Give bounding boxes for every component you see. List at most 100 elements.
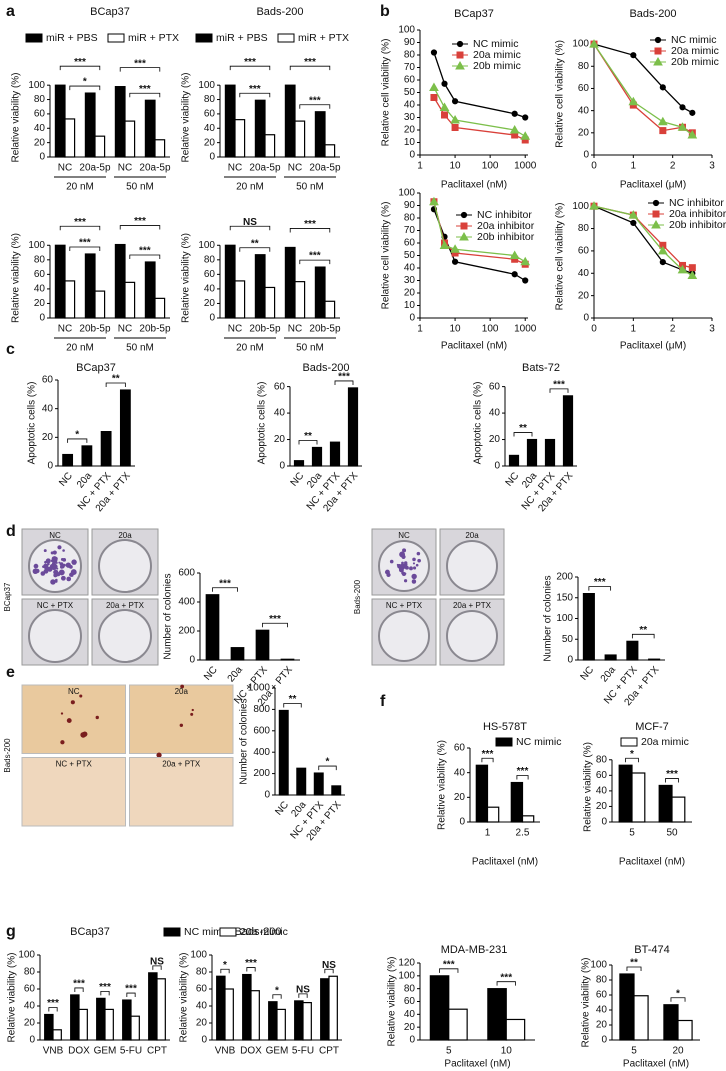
x-tick-label: 1 [417, 161, 423, 172]
y-axis-label: Number of colonies [543, 575, 554, 661]
well-label: 20a + PTX [106, 601, 145, 610]
significance-bracket [119, 67, 161, 72]
marker [441, 111, 449, 119]
colony [50, 551, 54, 555]
marker [677, 264, 688, 274]
y-tick-label: 0 [39, 313, 45, 324]
y-tick-label: 200 [556, 572, 573, 583]
x-tick-label: VNB [215, 1046, 236, 1057]
colony [60, 564, 65, 569]
legend-swatch [620, 737, 638, 747]
x-tick-label: 20b-5p [139, 324, 171, 335]
x-axis-label: Paclitaxel (μM) [620, 341, 686, 352]
bar [130, 1015, 140, 1041]
significance-label: *** [249, 84, 261, 95]
bar [521, 815, 535, 823]
y-tick-label: 80 [596, 975, 608, 986]
group-label: 50 nM [296, 182, 324, 193]
well-label: 20a + PTX [162, 760, 201, 769]
bar [626, 640, 639, 661]
x-tick-label: 20a-5p [139, 163, 171, 174]
significance-bracket [516, 775, 529, 780]
image-side-label: Bads-200 [353, 579, 362, 614]
y-tick-label: 60 [42, 375, 54, 386]
well-label: NC + PTX [386, 601, 423, 610]
y-axis-label: Relative viability (%) [179, 952, 190, 1042]
significance-bracket [74, 987, 84, 992]
y-tick-label: 0 [29, 1035, 35, 1046]
group-label: 50 nM [126, 182, 154, 193]
y-tick-label: 60 [404, 75, 416, 86]
x-tick-label: NC [118, 324, 132, 335]
colony [412, 562, 416, 565]
chart-title: BCap37 [76, 362, 116, 374]
y-tick-label: 400 [178, 597, 195, 608]
significance-bracket [59, 225, 101, 231]
bar [328, 975, 338, 1041]
well [28, 609, 82, 663]
y-tick-label: 80 [578, 223, 590, 234]
y-tick-label: 200 [253, 768, 270, 779]
bar [254, 99, 266, 158]
significance-label: *** [73, 979, 85, 990]
image-side-label: BCap37 [3, 582, 12, 611]
significance-label: *** [304, 219, 316, 230]
significance-label: ** [304, 431, 312, 442]
colony [32, 568, 39, 575]
well-label: NC [49, 531, 61, 540]
y-tick-label: 0 [39, 152, 45, 163]
x-axis-label: Paclitaxel (nM) [441, 180, 507, 191]
significance-label: ** [639, 625, 647, 636]
legend-swatch [495, 737, 513, 747]
bar [254, 254, 266, 319]
y-tick-label: 60 [24, 984, 36, 995]
y-tick-label: 100 [556, 613, 573, 624]
marker [589, 39, 599, 48]
y-tick-label: 60 [204, 269, 216, 280]
y-axis-label: Relative viability (%) [11, 233, 22, 323]
y-tick-label: 20 [596, 1020, 608, 1031]
significance-bracket [239, 247, 271, 252]
colony [402, 548, 407, 553]
significance-bracket [439, 968, 459, 973]
significance-label: *** [482, 749, 494, 760]
legend-swatch [195, 33, 213, 43]
bar [224, 988, 234, 1041]
chart-title: MCF-7 [635, 721, 669, 733]
x-tick-label: NC [118, 163, 132, 174]
significance-bracket [69, 85, 101, 91]
y-tick-label: 40 [454, 767, 466, 778]
significance-bracket [152, 965, 162, 970]
x-tick-label: NC [578, 665, 596, 683]
significance-label: * [223, 960, 227, 971]
y-tick-label: 80 [34, 254, 46, 265]
colony [60, 570, 65, 575]
colony [66, 576, 72, 582]
y-tick-label: 1000 [248, 683, 271, 694]
significance-bracket [626, 966, 642, 971]
y-tick-label: 0 [279, 461, 285, 472]
y-tick-label: 20 [404, 125, 416, 136]
x-tick-label: 20a [599, 664, 618, 684]
significance-bracket [289, 65, 331, 71]
legend-label: NC mimic [516, 736, 562, 748]
significance-bracket [299, 104, 331, 109]
y-tick-label: 80 [596, 754, 608, 765]
significance-label: *** [245, 958, 257, 969]
marker [511, 271, 518, 278]
y-tick-label: 60 [404, 996, 416, 1007]
y-tick-label: 0 [409, 1035, 415, 1046]
colony [55, 580, 58, 583]
y-tick-label: 100 [590, 960, 607, 971]
chart-title: Bads-200 [302, 362, 349, 374]
colony [406, 566, 409, 570]
marker [439, 240, 450, 249]
colony [65, 562, 71, 568]
significance-label: ** [251, 238, 259, 249]
x-tick-label: NC [58, 163, 72, 174]
bar [284, 246, 296, 319]
legend-label: NC inhibitor [669, 197, 724, 209]
colony [51, 556, 58, 562]
x-tick-label: 5-FU [120, 1046, 142, 1057]
significance-bracket [129, 254, 161, 259]
